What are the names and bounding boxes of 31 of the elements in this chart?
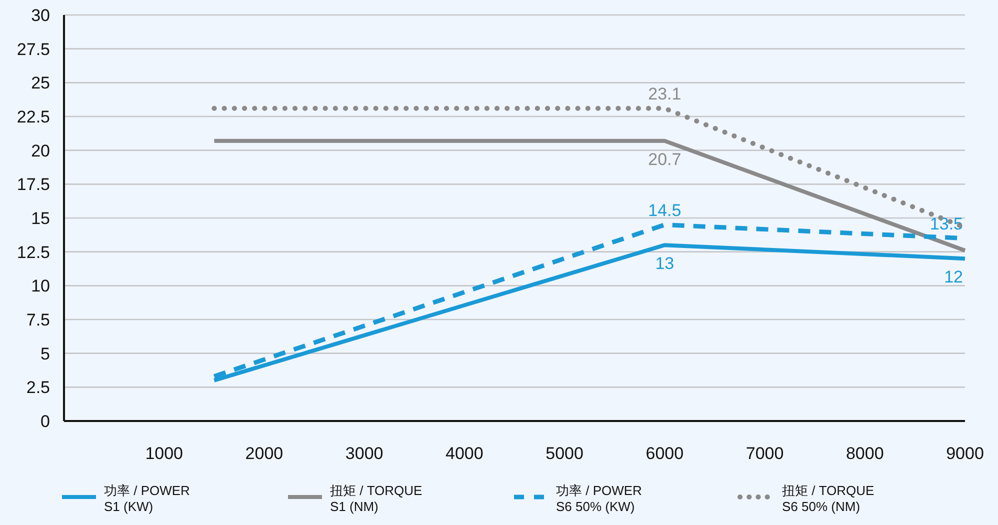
x-tick-label: 3000 [345,444,384,463]
y-tick-label: 17.5 [16,175,50,194]
y-tick-label: 0 [40,412,50,431]
y-tick-label: 22.5 [16,108,50,126]
x-tick-label: 1000 [145,444,184,463]
data-label: 23.1 [648,84,682,104]
x-tick-label: 4000 [446,444,484,463]
legend-label: 功率 / POWER S6 50% (KW) [556,483,642,514]
data-label: 13 [655,254,674,274]
y-tick-label: 20 [31,141,50,160]
x-tick-label: 9000 [946,444,984,463]
y-tick-label: 10 [31,276,50,296]
y-tick-label: 27.5 [16,40,50,59]
y-tick-label: 7.5 [26,310,50,330]
x-tick-label: 8000 [846,444,884,463]
x-tick-label: 5000 [546,444,584,463]
legend-label: 扭矩 / TORQUE S1 (NM) [330,483,423,514]
x-tick-label: 2000 [245,444,284,463]
x-tick-label: 7000 [746,444,784,463]
data-label: 20.7 [648,150,682,169]
y-tick-label: 2.5 [26,378,50,398]
y-tick-label: 15 [31,209,50,228]
data-label: 14.5 [648,200,682,220]
legend-label: 扭矩 / TORQUE S6 50% (NM) [782,483,875,514]
y-tick-label: 30 [31,6,50,25]
legend-label: 功率 / POWER S1 (KW) [104,483,190,514]
y-tick-label: 25 [31,74,50,93]
data-label: 12 [944,268,963,287]
y-tick-label: 12.5 [16,242,50,262]
x-tick-label: 6000 [646,444,684,463]
y-tick-label: 5 [40,344,50,364]
